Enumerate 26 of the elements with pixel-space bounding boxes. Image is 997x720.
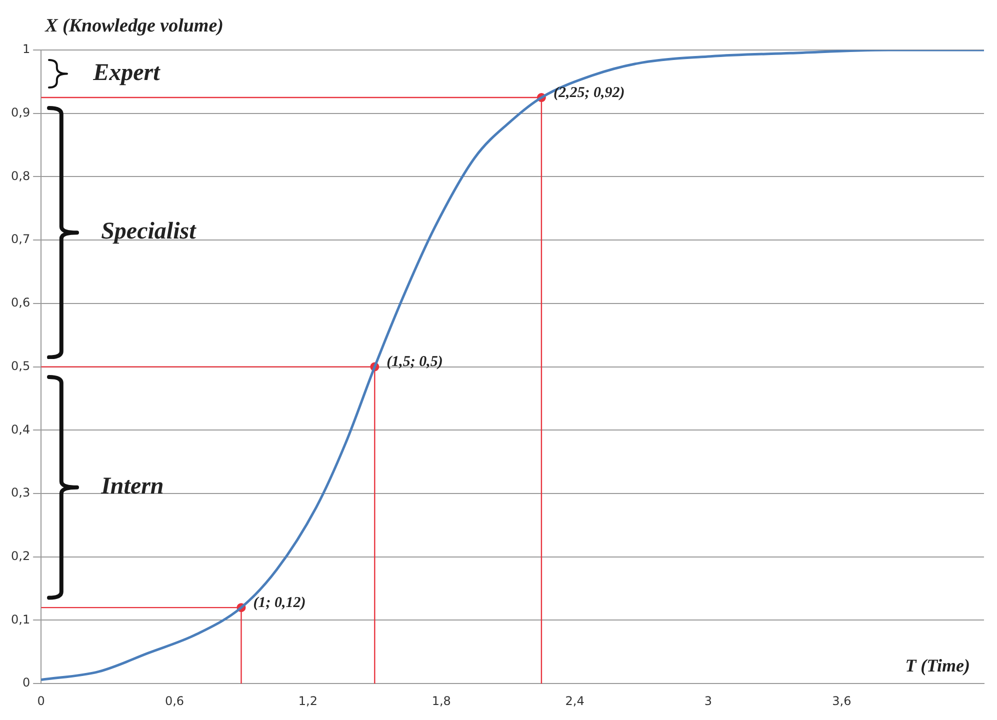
- annotation: Intern: [100, 473, 164, 500]
- y-tick-label: 0,6: [10, 296, 30, 310]
- x-tick-label: 1,8: [432, 694, 451, 708]
- x-tick-label: 1,2: [298, 694, 318, 708]
- x-tick-label: 3: [704, 694, 712, 708]
- y-tick-label: 0,2: [10, 549, 30, 564]
- x-axis-title: T (Time): [905, 655, 970, 676]
- y-axis-title: X (Knowledge volume): [44, 15, 224, 36]
- annotation: (2,25; 0,92): [553, 84, 625, 101]
- y-tick-label: 0,8: [10, 168, 30, 183]
- y-tick-label: 0,1: [10, 612, 30, 626]
- x-tick-label: 2,4: [565, 694, 584, 708]
- annotation: Specialist: [101, 218, 198, 244]
- y-tick-label: 0,4: [10, 422, 30, 436]
- annotation: (1,5; 0,5): [386, 354, 443, 370]
- x-tick-label: 3,6: [832, 694, 852, 708]
- y-tick-label: 1: [22, 42, 30, 56]
- y-tick-label: 0,9: [10, 105, 30, 120]
- y-tick-label: 0,7: [10, 232, 30, 246]
- annotation: Expert: [92, 60, 162, 86]
- annotation: (1; 0,12): [253, 594, 306, 611]
- y-tick-label: 0,3: [10, 486, 30, 500]
- y-tick-label: 0,5: [10, 358, 30, 373]
- x-tick-label: 0,6: [164, 694, 184, 708]
- y-tick-label: 0: [22, 676, 30, 690]
- x-tick-label: 0: [37, 694, 45, 708]
